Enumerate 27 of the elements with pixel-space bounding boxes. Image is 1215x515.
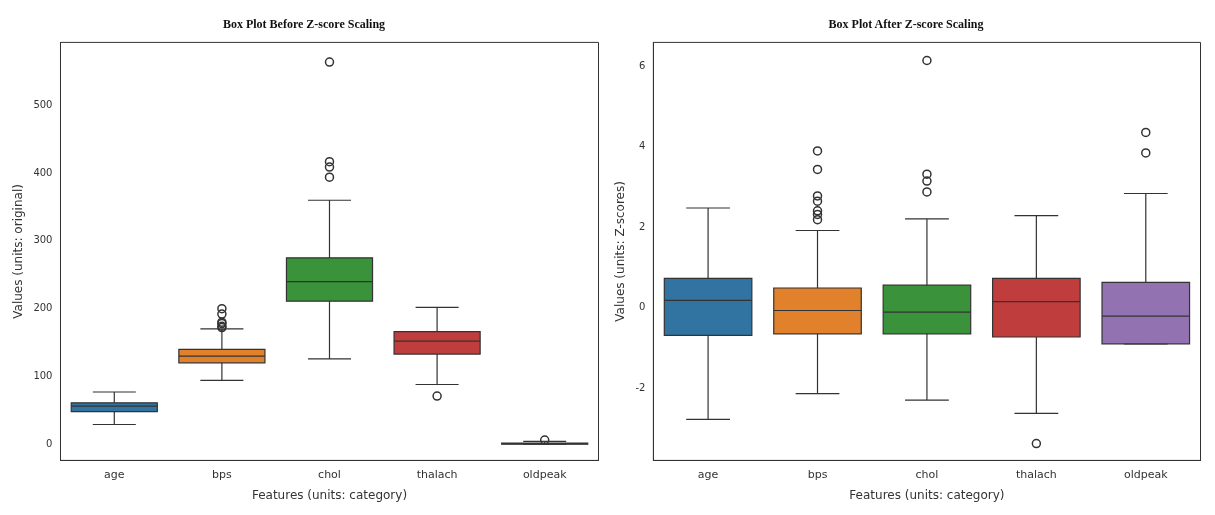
x-tick-label: thalach [416, 467, 458, 481]
y-tick-label: 200 [33, 302, 53, 314]
x-tick-label: thalach [1015, 467, 1057, 481]
x-tick-label: age [104, 467, 125, 481]
y-axis-title: Values (units: original) [11, 184, 26, 319]
x-tick-label: bps [807, 467, 828, 481]
chart-title: Box Plot After Z-score Scaling [828, 17, 984, 32]
x-tick-label: oldpeak [522, 467, 568, 481]
x-tick-label: oldpeak [1123, 467, 1169, 481]
y-tick-label: 4 [639, 140, 646, 152]
x-tick-label: chol [915, 467, 939, 481]
x-tick-label: age [697, 467, 719, 481]
y-tick-label: 100 [33, 369, 53, 381]
y-tick-label: 500 [33, 99, 53, 110]
y-tick-label: 0 [639, 301, 646, 313]
x-tick-label: bps [212, 467, 232, 481]
x-tick-label: chol [318, 467, 341, 481]
x-axis-title: Features (units: category) [251, 487, 408, 502]
x-axis-title: Features (units: category) [849, 487, 1005, 502]
y-tick-label: 6 [639, 60, 646, 72]
y-tick-label: 400 [33, 166, 53, 178]
y-axis-title: Values (units: Z-scores) [613, 181, 628, 322]
chart-title: Box Plot Before Z-score Scaling [222, 17, 386, 32]
y-tick-label: 0 [46, 437, 53, 449]
y-tick-label: 2 [639, 220, 646, 232]
y-tick-label: 300 [33, 234, 53, 246]
y-tick-label: -2 [635, 381, 646, 393]
